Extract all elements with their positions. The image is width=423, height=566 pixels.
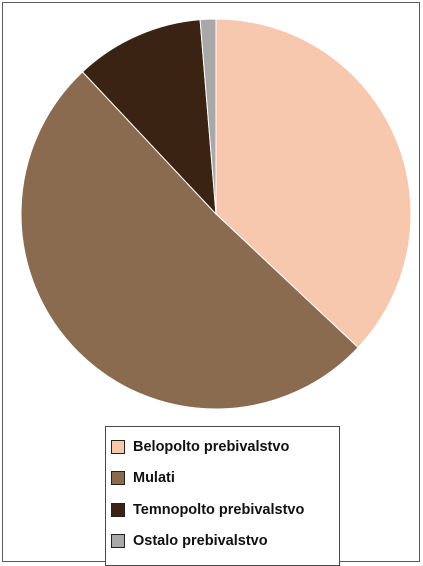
legend-swatch-ostalo [111,534,125,549]
pie-slice-temnopolto [81,19,217,216]
pie-slice-mulati [20,71,359,410]
legend-item-belopolto: Belopolto prebivalstvo [111,431,339,463]
legend-label-mulati: Mulati [133,470,175,487]
legend-label-ostalo: Ostalo prebivalstvo [133,533,268,550]
pie-slice-belopolto [215,18,412,349]
legend-item-mulati: Mulati [111,463,339,495]
legend-swatch-belopolto [111,439,125,454]
pie-chart [20,18,412,410]
legend: Belopolto prebivalstvo Mulati Temnopolto… [105,426,340,566]
legend-label-temnopolto: Temnopolto prebivalstvo [133,501,305,518]
legend-label-belopolto: Belopolto prebivalstvo [133,438,290,455]
legend-item-temnopolto: Temnopolto prebivalstvo [111,494,339,526]
legend-item-ostalo: Ostalo prebivalstvo [111,526,339,558]
legend-swatch-mulati [111,471,125,486]
legend-swatch-temnopolto [111,502,125,517]
pie-slice-ostalo [199,18,217,215]
